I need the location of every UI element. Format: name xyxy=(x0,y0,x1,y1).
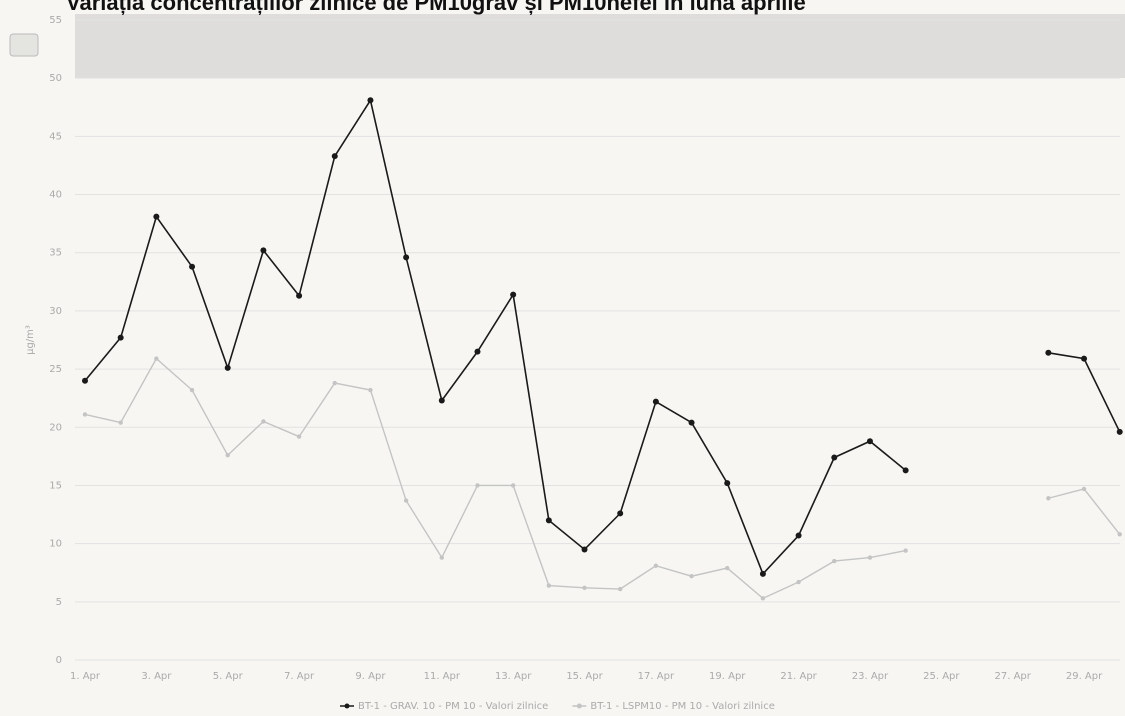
x-tick-label: 19. Apr xyxy=(709,671,746,682)
data-point xyxy=(1116,428,1123,435)
x-tick-label: 9. Apr xyxy=(355,671,386,682)
data-point xyxy=(224,364,231,371)
data-point xyxy=(581,546,588,553)
data-point xyxy=(759,570,766,577)
x-tick-label: 29. Apr xyxy=(1066,671,1103,682)
x-tick-label: 11. Apr xyxy=(424,671,461,682)
chart-title: Variația concentrațiilor zilnice de PM10… xyxy=(66,0,806,15)
data-point xyxy=(225,453,230,458)
y-tick-label: 40 xyxy=(49,190,62,201)
y-tick-label: 50 xyxy=(49,73,62,84)
y-tick-label: 10 xyxy=(49,539,62,550)
x-tick-label: 1. Apr xyxy=(70,671,101,682)
data-point xyxy=(617,510,624,517)
y-tick-label: 0 xyxy=(56,655,62,666)
data-point xyxy=(1045,349,1052,356)
data-point xyxy=(153,213,160,220)
x-tick-label: 17. Apr xyxy=(638,671,675,682)
data-point xyxy=(545,517,552,524)
y-tick-label: 45 xyxy=(49,131,62,142)
data-point xyxy=(689,574,694,579)
x-tick-label: 21. Apr xyxy=(780,671,817,682)
data-point xyxy=(866,438,873,445)
data-point xyxy=(618,586,623,592)
legend-label: BT-1 - GRAV. 10 - PM 10 - Valori zilnice xyxy=(358,701,548,712)
y-tick-label: 5 xyxy=(56,597,62,608)
data-point xyxy=(403,498,409,503)
data-point xyxy=(795,532,802,539)
series xyxy=(82,97,1123,577)
data-point xyxy=(367,97,374,104)
data-point xyxy=(82,412,88,417)
x-tick-label: 15. Apr xyxy=(566,671,603,682)
legend-marker xyxy=(344,703,350,709)
data-point xyxy=(724,480,731,487)
y-tick-label: 55 xyxy=(49,15,62,26)
data-point xyxy=(725,565,730,571)
y-tick-label: 20 xyxy=(49,422,62,433)
data-point xyxy=(1046,496,1051,501)
toolbar-band xyxy=(75,14,1125,78)
y-tick-label: 15 xyxy=(49,480,62,491)
data-point xyxy=(296,434,302,439)
data-point xyxy=(760,596,766,601)
data-point xyxy=(403,254,410,261)
legend-label: BT-1 - LSPM10 - PM 10 - Valori zilnice xyxy=(590,701,775,712)
data-point xyxy=(154,356,159,361)
data-point xyxy=(439,555,444,560)
data-point xyxy=(510,483,516,488)
data-point xyxy=(903,548,908,553)
data-point xyxy=(796,579,801,585)
data-point xyxy=(475,483,480,488)
data-point xyxy=(189,263,196,270)
data-point xyxy=(118,420,123,425)
data-point xyxy=(189,387,195,393)
data-point xyxy=(688,419,695,426)
data-point xyxy=(832,558,837,564)
data-point xyxy=(117,334,124,341)
data-point xyxy=(653,563,659,568)
data-point xyxy=(652,398,659,405)
data-point xyxy=(1081,486,1087,492)
data-point xyxy=(1081,355,1088,362)
data-point xyxy=(260,247,267,254)
data-point xyxy=(867,555,873,560)
data-point xyxy=(902,467,909,474)
data-point xyxy=(82,377,88,384)
data-point xyxy=(582,585,587,591)
x-tick-label: 27. Apr xyxy=(994,671,1031,682)
data-point xyxy=(332,380,337,386)
data-point xyxy=(546,583,552,588)
series xyxy=(82,356,1122,601)
x-tick-label: 7. Apr xyxy=(284,671,315,682)
y-tick-label: 30 xyxy=(49,306,62,317)
y-tick-label: 25 xyxy=(49,364,62,375)
data-point xyxy=(261,419,266,424)
x-tick-label: 5. Apr xyxy=(213,671,244,682)
legend: BT-1 - GRAV. 10 - PM 10 - Valori zilnice… xyxy=(340,701,775,712)
x-tick-label: 25. Apr xyxy=(923,671,960,682)
back-button[interactable] xyxy=(9,33,39,57)
data-point xyxy=(474,348,481,355)
data-point xyxy=(1117,532,1122,537)
data-point xyxy=(368,387,373,393)
x-tick-label: 13. Apr xyxy=(495,671,532,682)
data-point xyxy=(831,454,838,461)
data-point xyxy=(296,292,303,299)
x-tick-label: 3. Apr xyxy=(141,671,172,682)
x-tick-label: 23. Apr xyxy=(852,671,889,682)
data-point xyxy=(510,291,517,298)
legend-marker xyxy=(576,703,582,709)
y-tick-label: 35 xyxy=(49,248,62,259)
y-axis-label: µg/m³ xyxy=(25,325,36,355)
data-point xyxy=(438,397,445,404)
data-point xyxy=(331,153,338,160)
